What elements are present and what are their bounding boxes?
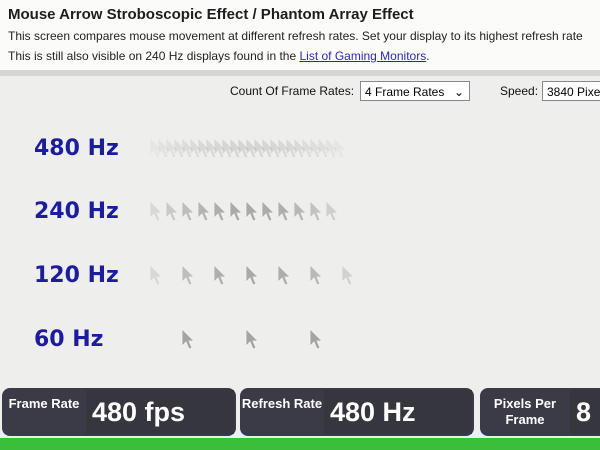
cursor-ghost xyxy=(181,200,195,222)
monitor-link[interactable]: List of Gaming Monitors xyxy=(299,49,427,63)
description: This screen compares mouse movement at d… xyxy=(8,29,583,43)
cursor-ghost xyxy=(309,328,323,350)
cursor-ghost xyxy=(149,264,163,286)
speed-value: 3840 Pixe xyxy=(547,85,600,99)
cursor-ghost xyxy=(261,200,275,222)
note-text: This is still also visible on 240 Hz dis… xyxy=(8,49,300,63)
green-strip xyxy=(0,438,600,450)
refresh-rate-label: 60 Hz xyxy=(34,327,104,352)
cursor-ghost xyxy=(149,200,163,222)
cursor-ghost xyxy=(205,137,219,159)
cursor-ghost xyxy=(229,137,243,159)
cursor-ghost xyxy=(325,200,339,222)
cursor-ghost xyxy=(269,137,283,159)
status-value: 480 fps xyxy=(86,390,234,434)
cursor-ghost xyxy=(157,137,171,159)
cursor-ghost xyxy=(197,200,211,222)
cursor-ghost xyxy=(277,137,291,159)
status-label: Frame Rate xyxy=(8,396,80,411)
cursor-ghost xyxy=(221,137,235,159)
cursor-ghost xyxy=(277,264,291,286)
cursor-ghost xyxy=(341,264,355,286)
cursor-ghost xyxy=(261,137,275,159)
cursor-ghost xyxy=(189,137,203,159)
refresh-rate-label: 480 Hz xyxy=(34,136,119,161)
status-value: 480 Hz xyxy=(324,390,472,434)
cursor-ghost xyxy=(213,264,227,286)
cursor-ghost xyxy=(301,137,315,159)
cursor-ghost xyxy=(229,200,243,222)
status-value: 8 xyxy=(570,390,600,434)
page-title: Mouse Arrow Stroboscopic Effect / Phanto… xyxy=(8,6,414,23)
cursor-ghost xyxy=(181,137,195,159)
cursor-ghost xyxy=(277,200,291,222)
cursor-ghost xyxy=(245,328,259,350)
cursor-ghost xyxy=(317,137,331,159)
frame-rates-label: Count Of Frame Rates: xyxy=(230,84,355,98)
header: Mouse Arrow Stroboscopic Effect / Phanto… xyxy=(0,0,600,76)
cursor-ghost xyxy=(213,137,227,159)
cursor-ghost xyxy=(245,264,259,286)
cursor-ghost xyxy=(309,200,323,222)
note: This is still also visible on 240 Hz dis… xyxy=(8,49,430,63)
cursor-ghost xyxy=(237,137,251,159)
status-label: Pixels Per Frame xyxy=(493,396,557,427)
cursor-ghost xyxy=(165,137,179,159)
cursor-ghost xyxy=(181,264,195,286)
cursor-ghost xyxy=(253,137,267,159)
cursor-ghost xyxy=(245,200,259,222)
frame-rates-value: 4 Frame Rates xyxy=(365,85,445,99)
cursor-ghost xyxy=(309,137,323,159)
cursor-ghost xyxy=(325,137,339,159)
cursor-ghost xyxy=(149,137,163,159)
status-panel: Frame Rate 480 fps xyxy=(2,388,236,436)
refresh-rate-label: 120 Hz xyxy=(34,263,119,288)
cursor-ghost xyxy=(245,137,259,159)
status-panel: Pixels Per Frame 8 xyxy=(480,388,600,436)
speed-select[interactable]: 3840 Pixe xyxy=(542,81,600,101)
cursor-ghost xyxy=(197,137,211,159)
cursor-ghost xyxy=(309,264,323,286)
speed-label: Speed: xyxy=(500,84,539,98)
frame-rates-select[interactable]: 4 Frame Rates ⌄ xyxy=(360,81,470,101)
cursor-ghost xyxy=(213,200,227,222)
cursor-ghost xyxy=(173,137,187,159)
refresh-rate-label: 240 Hz xyxy=(34,199,119,224)
cursor-ghost xyxy=(293,200,307,222)
status-label: Refresh Rate xyxy=(241,396,323,411)
cursor-ghost xyxy=(333,137,347,159)
cursor-ghost xyxy=(293,137,307,159)
dropdown-caret: ⌄ xyxy=(453,85,464,99)
cursor-ghost xyxy=(181,328,195,350)
cursor-ghost xyxy=(165,200,179,222)
cursor-ghost xyxy=(285,137,299,159)
status-panel: Refresh Rate 480 Hz xyxy=(240,388,474,436)
note-end: . xyxy=(426,49,430,63)
